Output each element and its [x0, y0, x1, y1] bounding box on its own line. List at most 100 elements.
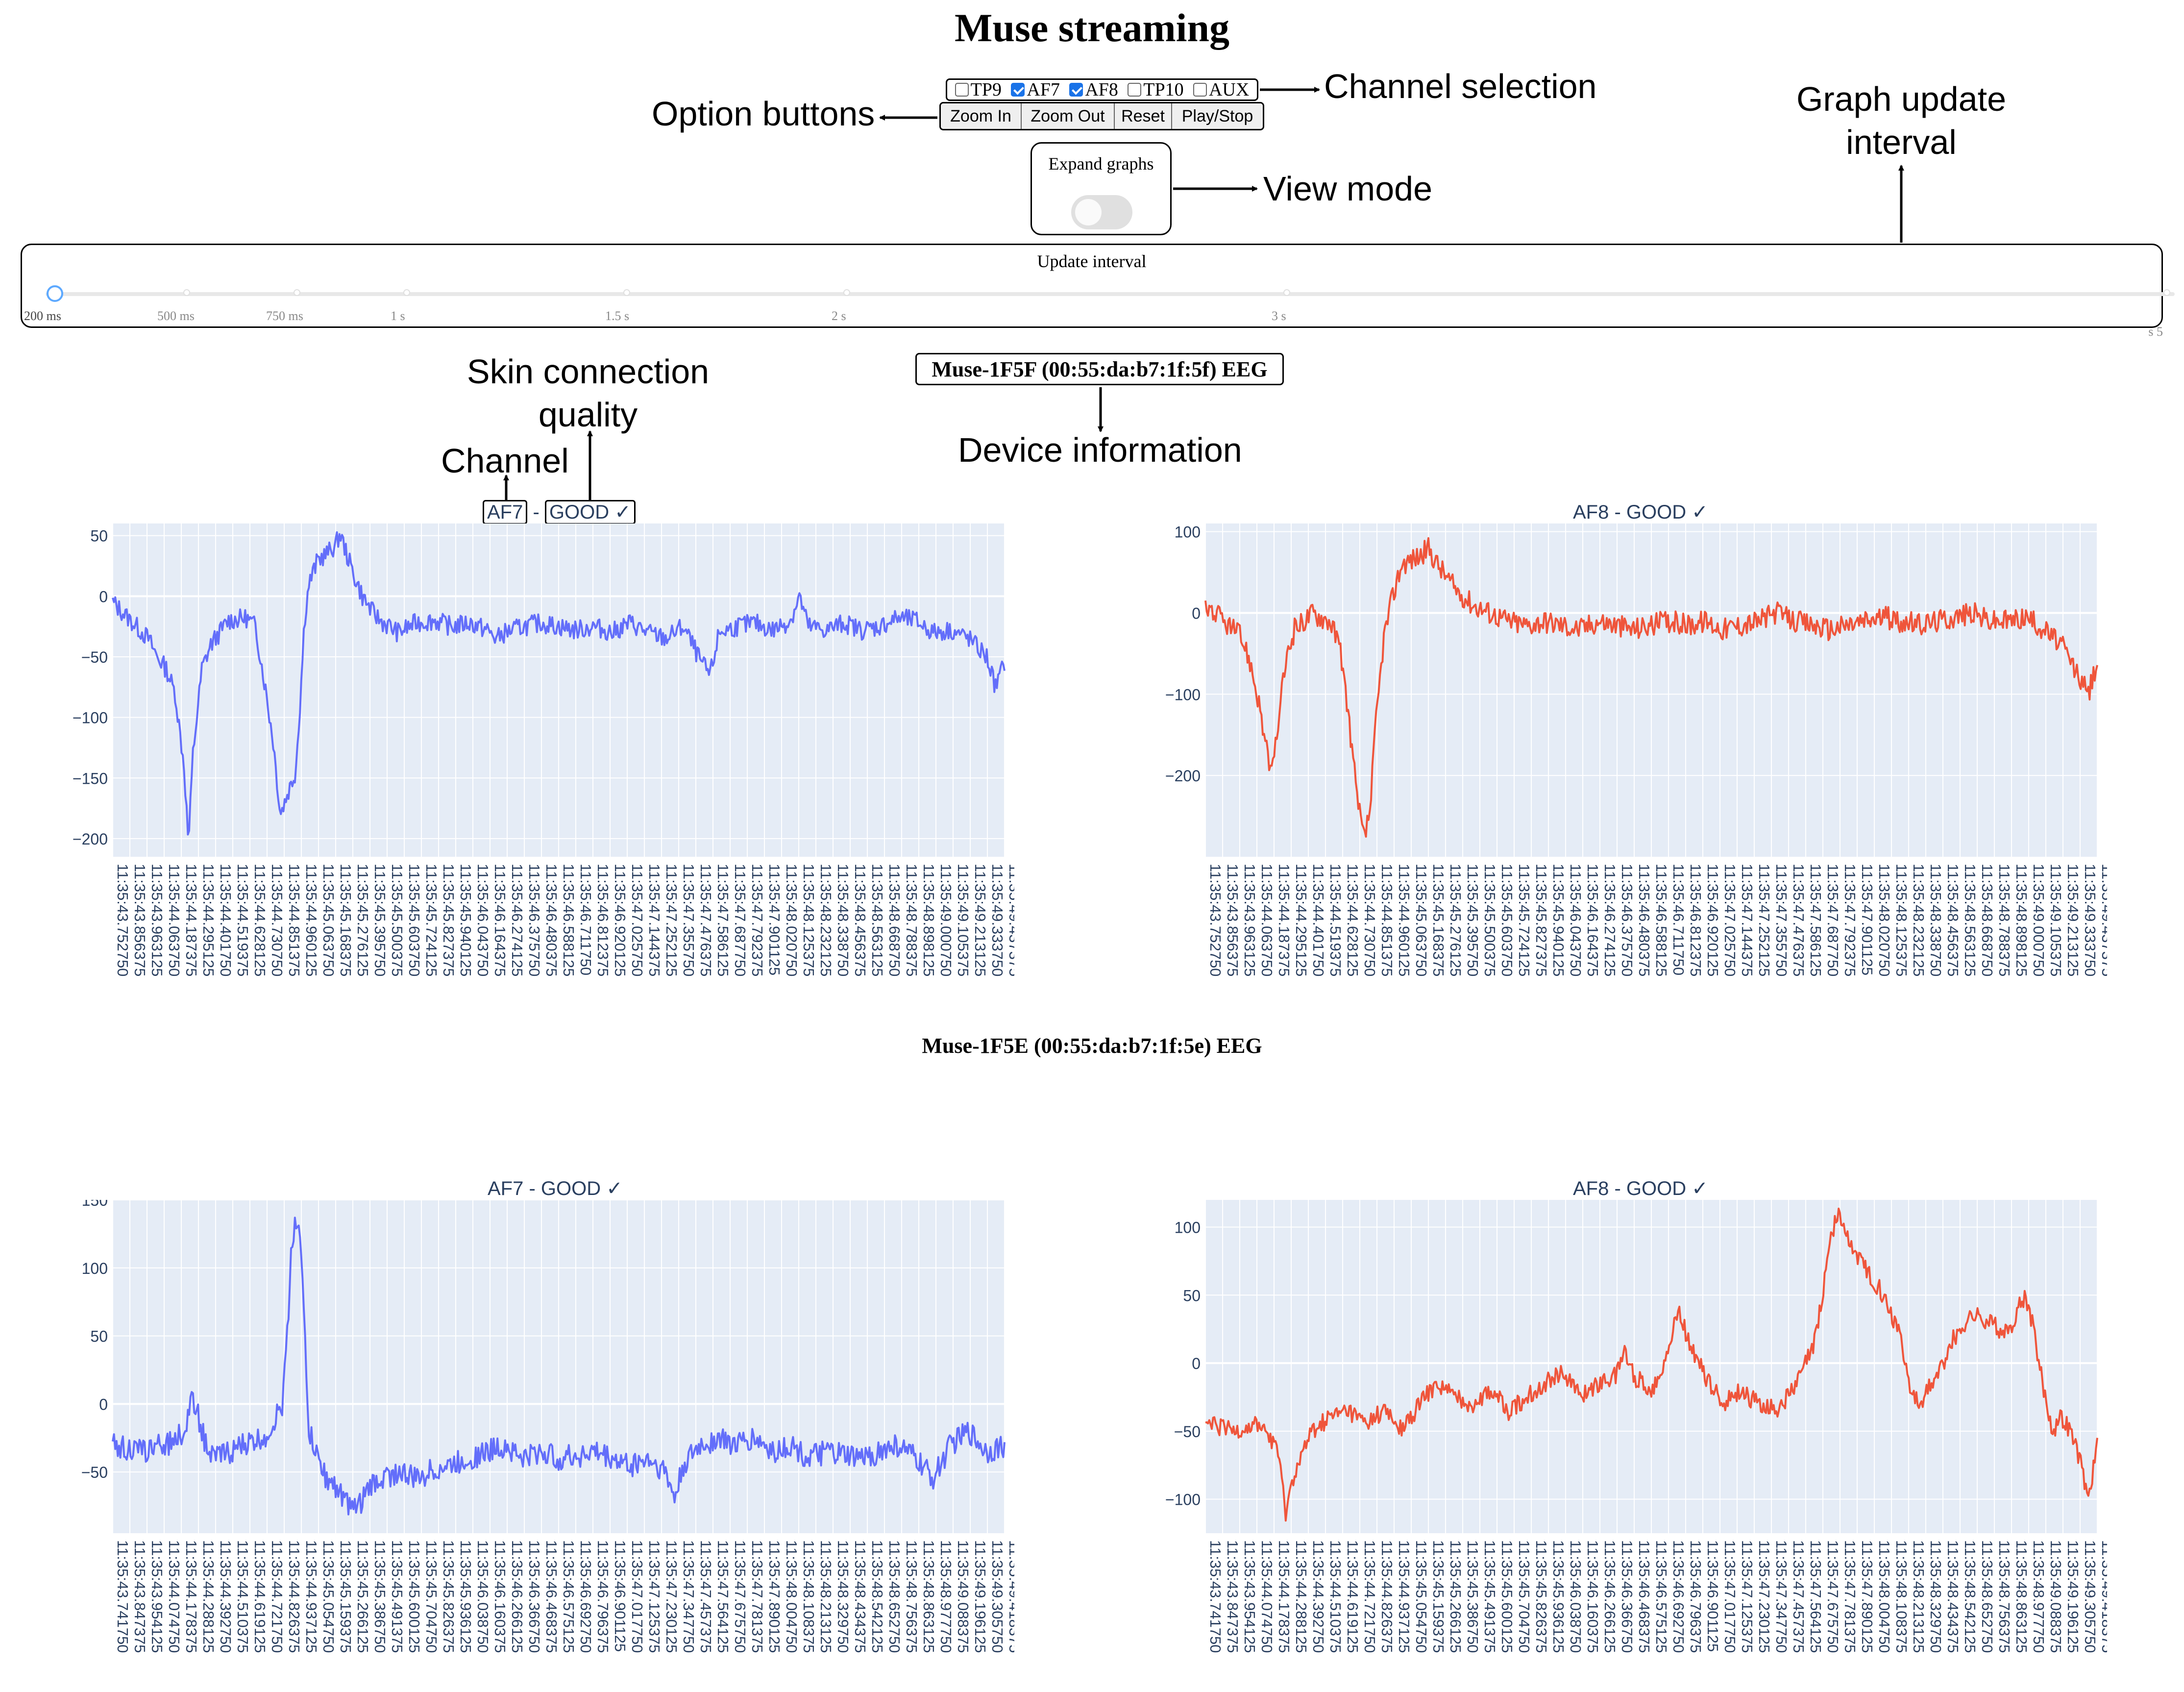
- x-tick-label: 11:35:47.890125: [1859, 1540, 1876, 1653]
- x-tick-label: 11:35:46.160375: [1584, 1540, 1601, 1653]
- x-tick-label: 11:35:48.977750: [2030, 1540, 2047, 1653]
- checkbox-checked-icon[interactable]: [1069, 83, 1083, 97]
- x-tick-label: 11:35:48.542125: [869, 1540, 886, 1653]
- x-tick-label: 11:35:45.491375: [1481, 1540, 1498, 1653]
- x-tick-label: 11:35:48.434375: [1944, 1540, 1962, 1653]
- x-tick-label: 11:35:44.519375: [1327, 864, 1344, 976]
- slider-handle[interactable]: [47, 285, 63, 302]
- x-tick-label: 11:35:45.386750: [371, 1540, 389, 1653]
- view-mode-panel: Expand graphs: [1031, 142, 1172, 235]
- x-tick-label: 11:35:47.017750: [1721, 1540, 1739, 1653]
- plot-title-device1-af8: AF8 - GOOD ✓: [1573, 501, 1708, 523]
- x-tick-label: 11:35:44.295125: [200, 864, 217, 976]
- annotation-channel-selection: Channel selection: [1324, 67, 1597, 105]
- annotation-option-buttons: Option buttons: [652, 95, 875, 133]
- app-title: Muse streaming: [954, 5, 1230, 50]
- zoom-out-button[interactable]: Zoom Out: [1022, 103, 1115, 129]
- x-tick-label: 11:35:44.187375: [183, 864, 200, 976]
- x-tick-label: 11:35:44.851375: [286, 864, 303, 976]
- y-tick-label: 0: [1192, 1355, 1201, 1372]
- eeg-plot-device1-af8[interactable]: 100 0 −100 −200 11:35:43.752750 11:35:43.8563…: [1161, 523, 2107, 1009]
- x-tick-label: 11:35:45.491375: [389, 1540, 406, 1653]
- x-tick-label: 11:35:44.628125: [1344, 864, 1361, 976]
- channel-checkbox-af7[interactable]: AF7: [1011, 79, 1060, 100]
- annotation-skin-quality: Skin connection quality: [466, 352, 710, 434]
- x-tick-label: 11:35:45.826375: [1533, 1540, 1550, 1653]
- signal-line: [112, 531, 1006, 836]
- x-tick-label: 11:35:49.196125: [972, 1540, 989, 1653]
- eeg-plot-device2-af7[interactable]: 150 100 50 0 −50 11:35:43.741750 11:35:43.8473…: [69, 1200, 1014, 1685]
- x-tick-label: 11:35:45.276125: [354, 864, 371, 976]
- x-tick-label: 11:35:47.230125: [1756, 1540, 1773, 1653]
- x-tick-label: 11:35:46.480375: [543, 864, 560, 976]
- x-tick-label: 11:35:48.232125: [817, 864, 834, 976]
- x-tick-label: 11:35:48.456375: [1944, 864, 1962, 976]
- x-tick-label: 11:35:48.338750: [1927, 864, 1944, 976]
- x-tick-label: 11:35:45.724125: [1516, 864, 1533, 976]
- x-tick-label: 11:35:45.168375: [1430, 864, 1447, 976]
- x-tick-label: 11:35:44.730750: [269, 864, 286, 976]
- channel-checkbox-tp10[interactable]: TP10: [1128, 79, 1184, 100]
- expand-graphs-toggle[interactable]: [1071, 195, 1132, 229]
- channel-checkbox-aux[interactable]: AUX: [1193, 79, 1249, 100]
- checkbox-icon[interactable]: [1128, 83, 1142, 97]
- x-tick-label: 11:35:49.105375: [2047, 864, 2064, 976]
- x-tick-label: 11:35:44.519375: [234, 864, 251, 976]
- channel-checkbox-tp9[interactable]: TP9: [955, 79, 1002, 100]
- x-tick-label: 11:35:44.187375: [1276, 864, 1293, 976]
- x-tick-label: 11:35:46.164375: [491, 864, 509, 976]
- x-tick-label: 11:35:46.043750: [1567, 864, 1584, 976]
- slider-step-dot[interactable]: [843, 289, 851, 296]
- eeg-plot-device2-af8[interactable]: 100 50 0 −50 −100 11:35:43.741750 11:35:43.847…: [1161, 1200, 2107, 1685]
- x-tick-label: 11:35:48.756375: [1996, 1540, 2013, 1653]
- zoom-in-button[interactable]: Zoom In: [941, 103, 1022, 129]
- x-tick-label: 11:35:43.963125: [148, 864, 166, 976]
- x-tick-label: 11:35:43.752750: [114, 864, 131, 976]
- x-tick-label: 11:35:49.437375: [2099, 864, 2107, 976]
- slider-step-dot[interactable]: [623, 289, 631, 296]
- slider-step-dot[interactable]: [403, 289, 411, 296]
- slider-track[interactable]: [46, 292, 2175, 296]
- x-tick-label: 11:35:48.108375: [1893, 1540, 1910, 1653]
- x-tick-label: 11:35:47.792375: [1841, 864, 1859, 976]
- x-tick-label: 11:35:47.675750: [1824, 1540, 1841, 1653]
- x-tick-label: 11:35:44.401750: [1310, 864, 1327, 976]
- y-tick-label: 100: [1175, 1219, 1201, 1237]
- x-tick-label: 11:35:49.105375: [955, 864, 972, 976]
- x-tick-label: 11:35:49.000750: [2030, 864, 2047, 976]
- y-tick-label: −200: [73, 830, 108, 848]
- slider-step-dot[interactable]: [293, 289, 300, 296]
- x-tick-label: 11:35:48.434375: [852, 1540, 869, 1653]
- channel-checkbox-af8[interactable]: AF8: [1069, 79, 1118, 100]
- x-tick-label: 11:35:47.457375: [1790, 1540, 1807, 1653]
- play-stop-button[interactable]: Play/Stop: [1172, 103, 1263, 129]
- x-tick-label: 11:35:49.000750: [937, 864, 955, 976]
- option-buttons: Zoom In Zoom Out Reset Play/Stop: [939, 102, 1264, 130]
- x-tick-label: 11:35:47.781375: [1841, 1540, 1859, 1653]
- y-tick-label: −100: [73, 709, 108, 727]
- x-tick-label: 11:35:46.375750: [1619, 864, 1636, 976]
- x-tick-label: 11:35:44.392750: [1310, 1540, 1327, 1653]
- x-tick-label: 11:35:49.305750: [2082, 1540, 2099, 1653]
- checkbox-checked-icon[interactable]: [1011, 83, 1025, 97]
- x-tick-label: 11:35:44.730750: [1361, 864, 1378, 976]
- slider-step-dot[interactable]: [1283, 289, 1291, 296]
- slider-step-dot[interactable]: [2163, 289, 2170, 296]
- x-tick-label: 11:35:49.418375: [2099, 1540, 2107, 1653]
- x-tick-label: 11:35:44.960125: [303, 864, 320, 976]
- toggle-knob[interactable]: [1075, 199, 1102, 225]
- reset-button[interactable]: Reset: [1115, 103, 1172, 129]
- x-tick-label: 11:35:45.940125: [457, 864, 474, 976]
- device-title-1f5e: Muse-1F5E (00:55:da:b7:1f:5e) EEG: [922, 1034, 1262, 1058]
- slider-step-dot[interactable]: [183, 289, 191, 296]
- x-tick-label: 11:35:45.603750: [406, 864, 423, 976]
- x-tick-label: 11:35:46.588125: [1653, 864, 1670, 976]
- x-tick-label: 11:35:48.456375: [852, 864, 869, 976]
- x-tick-label: 11:35:48.213125: [817, 1540, 834, 1653]
- tick-label-3s: 3 s: [1272, 309, 1286, 323]
- x-tick-label: 11:35:43.963125: [1241, 864, 1258, 976]
- checkbox-icon[interactable]: [955, 83, 969, 97]
- x-tick-label: 11:35:46.796375: [594, 1540, 612, 1653]
- checkbox-icon[interactable]: [1193, 83, 1207, 97]
